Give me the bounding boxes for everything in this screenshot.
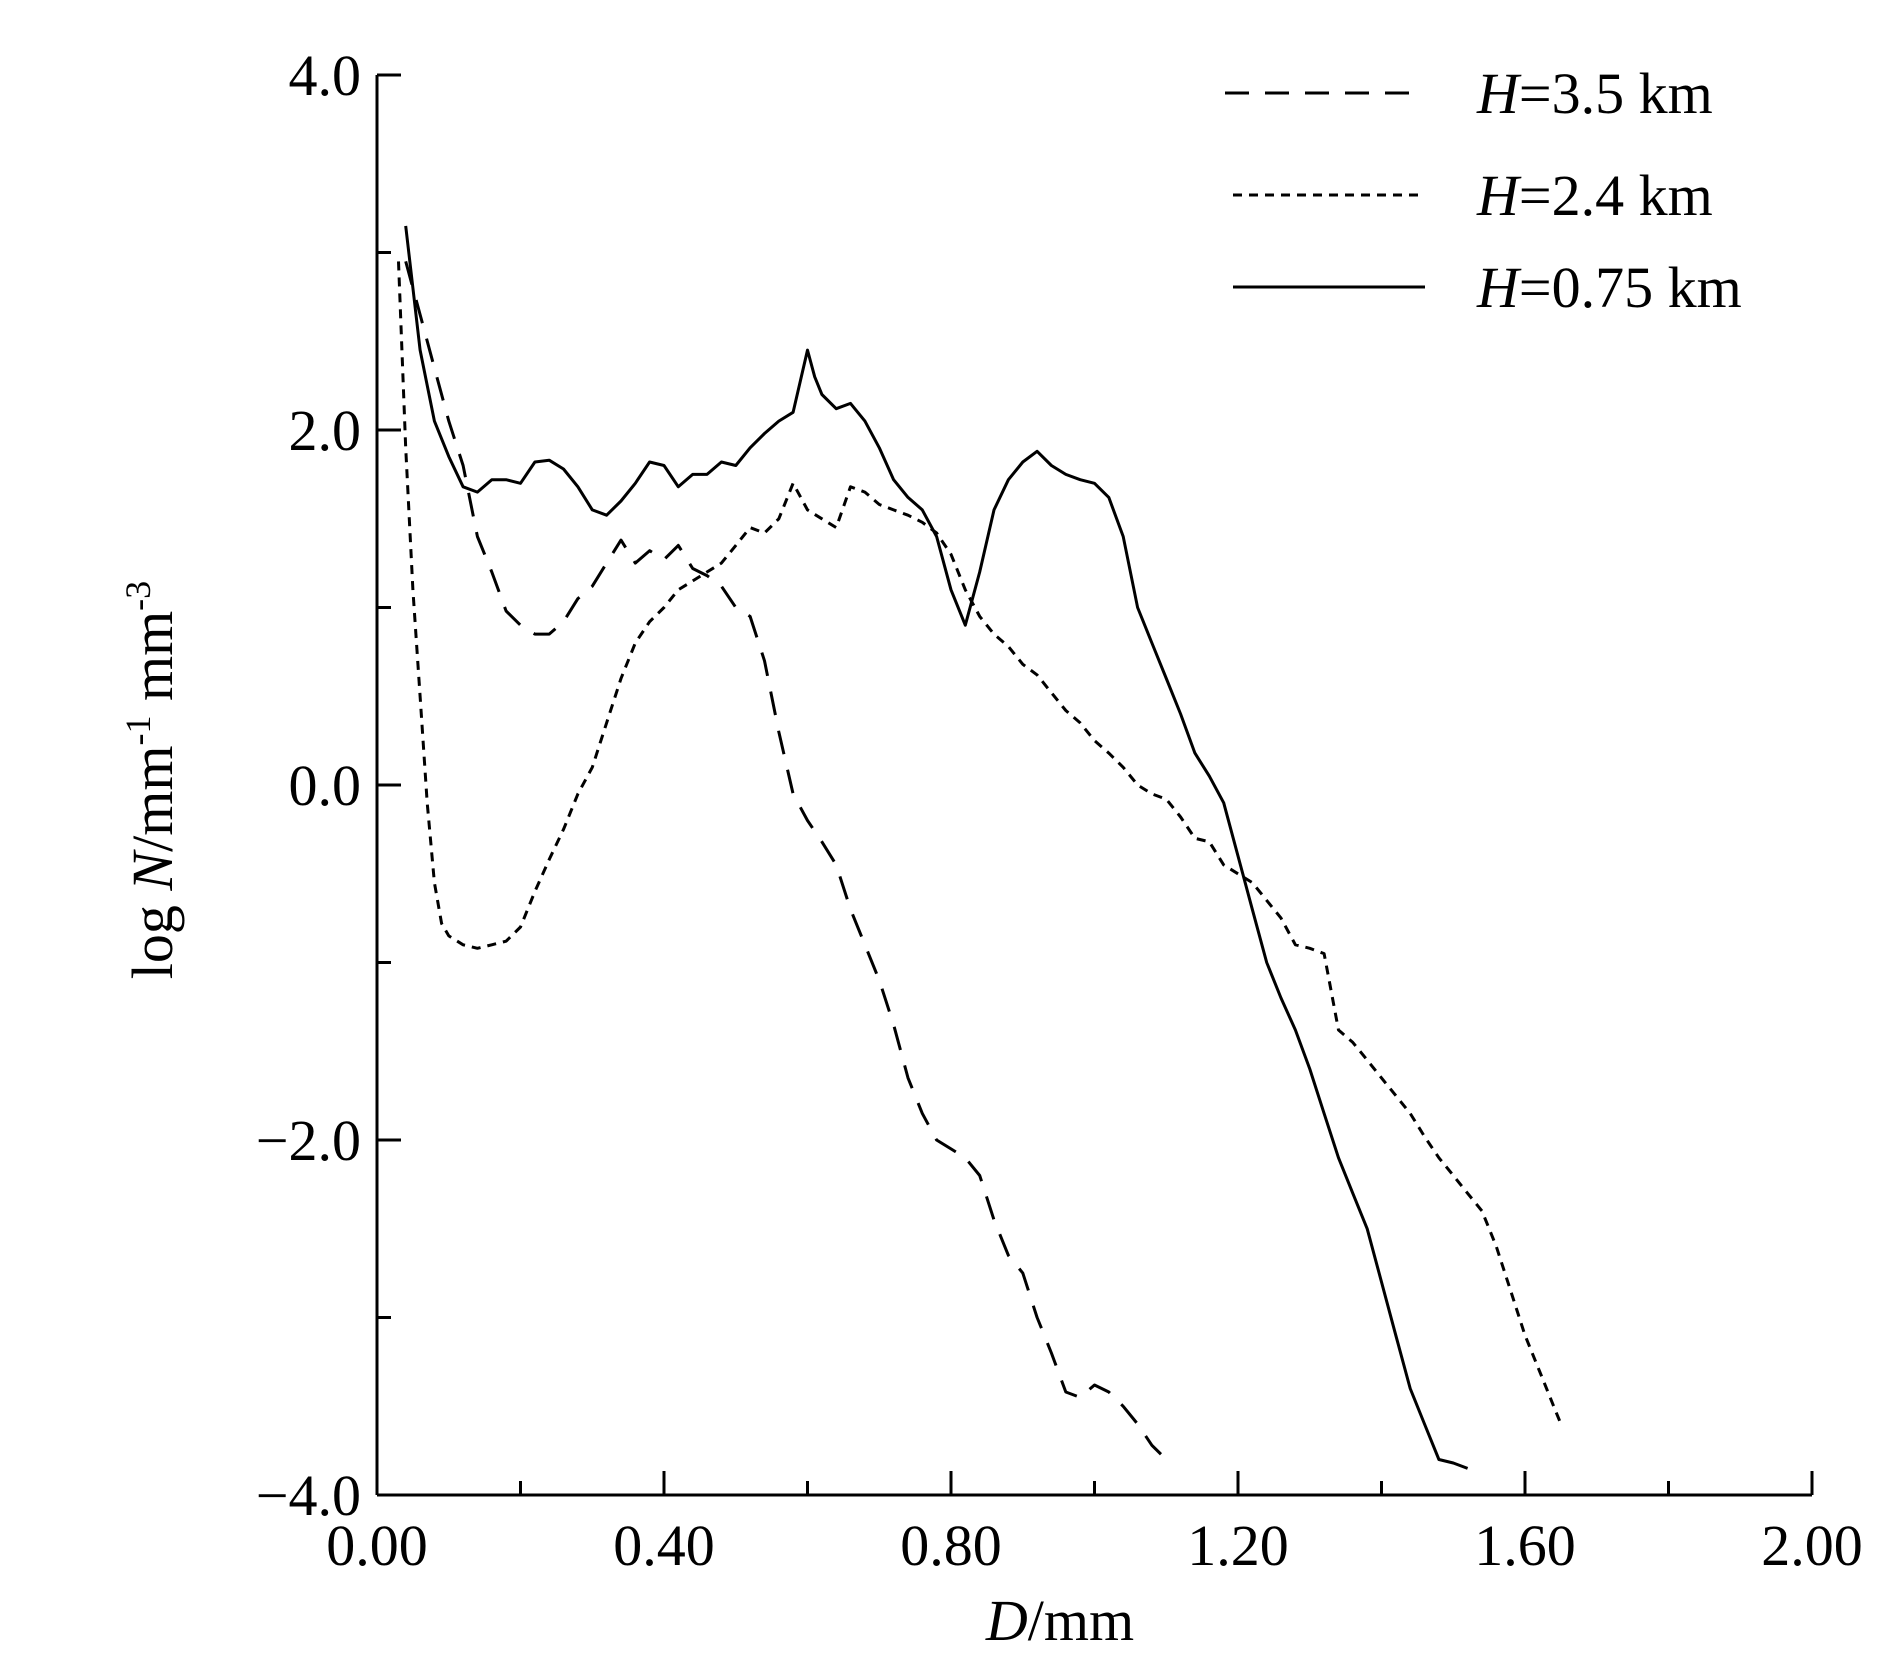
x-tick-label: 0.00 [326,1513,428,1578]
series-layer [397,225,1563,1470]
x-tick-label: 1.20 [1187,1513,1289,1578]
legend-label-h24: H=2.4 km [1476,163,1713,228]
y-tick-label: 0.0 [289,753,362,818]
legend: H=3.5 km H=2.4 km H=0.75 km [1225,61,1742,320]
axes: 4.0 2.0 0.0 −2.0 −4.00.00 0.40 0.80 1.20 1.60 2.0… [256,43,1863,1578]
x-tick-label: 0.80 [900,1513,1002,1578]
y-tick-label: −4.0 [256,1463,361,1528]
y-tick-label: 2.0 [289,398,362,463]
legend-label-h075: H=0.75 km [1476,255,1742,320]
x-tick-label: 1.60 [1474,1513,1576,1578]
legend-label-h35: H=3.5 km [1476,61,1713,126]
y-tick-label: 4.0 [289,43,362,108]
series-line-2 [404,225,1469,1470]
x-axis-title: D/mm [985,1588,1134,1653]
series-line-1 [397,261,1563,1425]
x-tick-label: 0.40 [613,1513,715,1578]
x-tick-label: 2.00 [1761,1513,1863,1578]
series-line-0 [404,261,1168,1461]
y-tick-label: −2.0 [256,1108,361,1173]
y-axis-title: log N/mm-1 mm-3 [118,581,185,979]
